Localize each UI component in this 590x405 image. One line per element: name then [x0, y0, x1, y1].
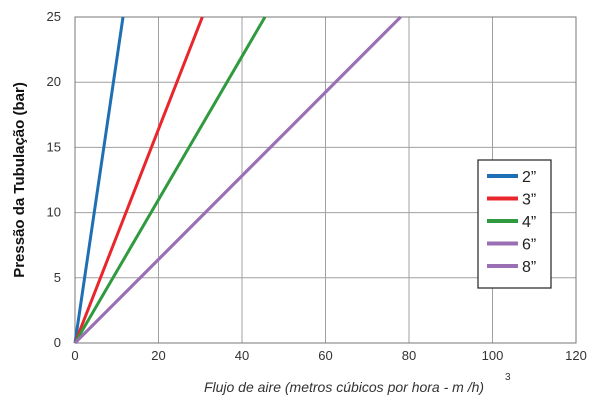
x-tick-label: 100 [482, 348, 504, 363]
x-tick-label: 120 [565, 348, 587, 363]
legend-label-3: 4” [522, 214, 536, 231]
series-line-5 [73, 15, 402, 345]
legend-label-2: 3” [522, 192, 536, 209]
plot-frame [74, 16, 577, 344]
legend-label-5: 8” [522, 259, 536, 276]
y-tick-label: 5 [54, 270, 61, 285]
series-lines [73, 15, 402, 345]
series-line-3 [73, 16, 267, 344]
x-axis-label: Flujo de aire (metros cúbicos por hora -… [204, 379, 484, 395]
x-tick-label: 20 [151, 348, 165, 363]
x-tick-label: 60 [318, 348, 332, 363]
y-tick-label: 20 [47, 74, 61, 89]
legend: 2” 3” 4” 6” 8” [477, 159, 552, 289]
legend-box [477, 159, 552, 289]
legend-items: 2” 3” 4” 6” 8” [487, 169, 536, 276]
y-tick-label: 15 [47, 139, 61, 154]
x-tick-label: 80 [402, 348, 416, 363]
x-axis-label-group: Flujo de aire (metros cúbicos por hora -… [204, 379, 484, 395]
legend-label-4: 6” [522, 237, 536, 254]
legend-label-1: 2” [522, 169, 536, 186]
tick-labels: 0 20 40 60 80 100 120 0 5 10 15 20 25 [47, 9, 587, 363]
y-axis-label: Pressão da Tubulação (bar) [11, 82, 28, 278]
y-tick-label: 0 [54, 335, 61, 350]
x-axis-label-superscript: 3 [505, 372, 511, 383]
x-tick-label: 40 [235, 348, 249, 363]
x-tick-label: 0 [71, 348, 78, 363]
y-tick-label: 10 [47, 205, 61, 220]
series-line-1 [73, 16, 125, 344]
y-tick-label: 25 [47, 9, 61, 24]
series-line-2 [73, 16, 204, 344]
